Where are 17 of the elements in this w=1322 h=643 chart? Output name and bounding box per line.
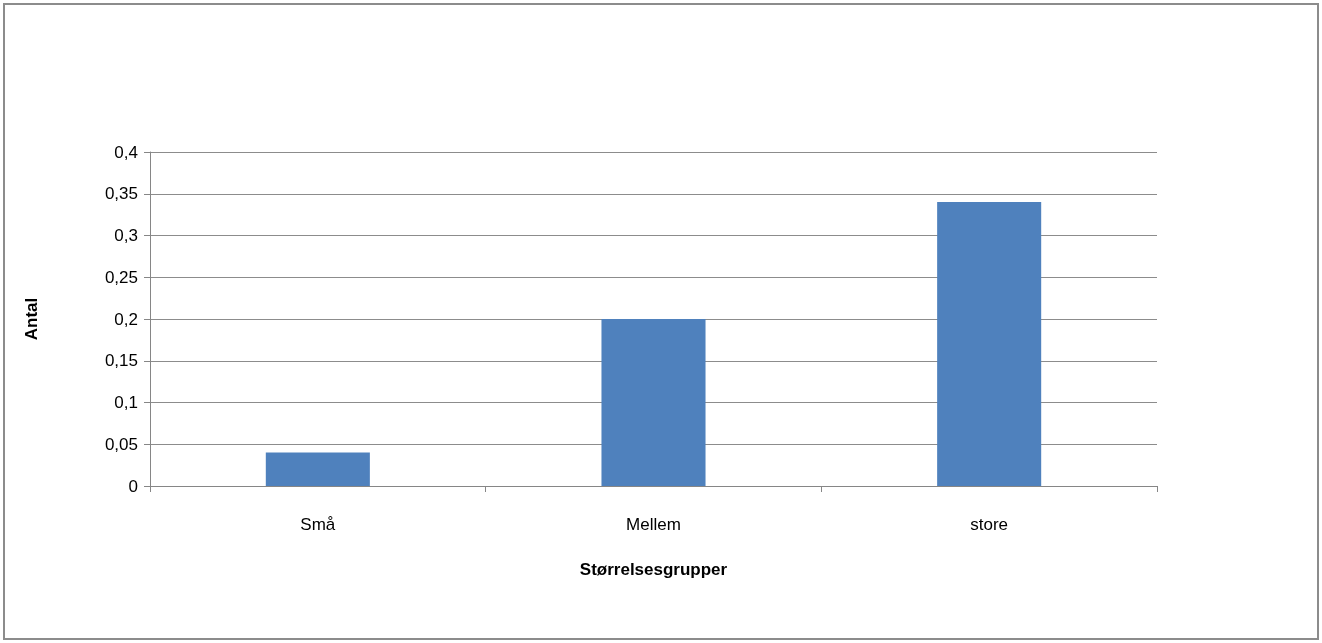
x-tick-label: Mellem bbox=[626, 515, 681, 534]
y-tick-label: 0,4 bbox=[114, 142, 138, 162]
bar bbox=[601, 319, 706, 486]
y-tick-label: 0,3 bbox=[114, 226, 138, 245]
y-axis-title: Antal bbox=[22, 297, 41, 341]
bar bbox=[265, 452, 370, 486]
x-tick-label: Små bbox=[300, 515, 336, 534]
bar bbox=[937, 202, 1042, 486]
y-tick-label: 0,15 bbox=[104, 351, 138, 371]
y-tick-label: 0,1 bbox=[114, 393, 138, 412]
y-tick-label: 0,05 bbox=[104, 434, 138, 454]
x-tick-label: store bbox=[970, 515, 1009, 534]
y-tick-label: 0,25 bbox=[104, 267, 138, 287]
y-tick-label: 0 bbox=[128, 476, 138, 496]
y-tick-label: 0,2 bbox=[114, 309, 138, 329]
y-tick-label: 0,35 bbox=[104, 184, 138, 204]
x-axis-title: Størrelsesgrupper bbox=[579, 560, 728, 579]
